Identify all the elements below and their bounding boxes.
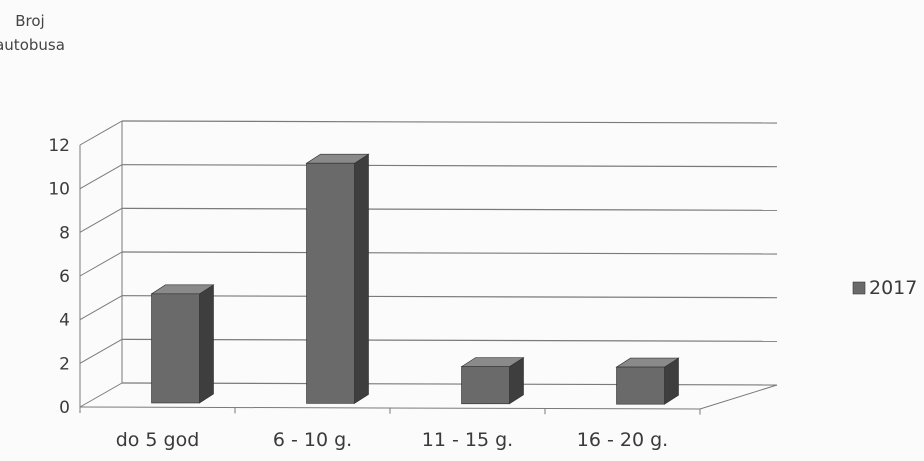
x-category-labels: do 5 god 6 - 10 g. 11 - 15 g. 16 - 20 g.: [116, 429, 669, 451]
bar: [460, 357, 525, 405]
legend: 2017: [852, 277, 917, 299]
y-axis-label-line-2: autobusa: [0, 36, 65, 54]
y-tick-label: 0: [59, 398, 70, 418]
side-gridline-6: [79, 251, 123, 277]
bars: [150, 153, 680, 405]
gridlines: [79, 120, 778, 408]
gridline-2: [121, 338, 778, 342]
y-tick-label: 2: [59, 354, 70, 374]
y-tick-label: 8: [59, 223, 70, 243]
side-gridline-2: [79, 338, 123, 364]
x-category-label: do 5 god: [116, 429, 200, 451]
bar: [615, 357, 680, 405]
x-category-label: 16 - 20 g.: [577, 429, 668, 451]
axes: [79, 121, 778, 415]
legend-item: 2017: [852, 277, 917, 299]
x-category-label: 6 - 10 g.: [273, 429, 352, 451]
y-axis-label-line-1: Broj: [15, 12, 44, 30]
gridline-10: [121, 164, 778, 168]
y-tick-label: 6: [59, 267, 70, 287]
y-tick-label: 12: [48, 136, 70, 156]
legend-label: 2017: [869, 277, 917, 299]
gridline-4: [121, 295, 778, 299]
gridline-6: [121, 251, 778, 255]
bar-front: [151, 293, 200, 404]
bar-front: [306, 162, 355, 404]
y-axis-label: Broj autobusa: [0, 12, 65, 54]
bar-front: [616, 366, 665, 405]
bar: [305, 153, 370, 404]
bar-side: [354, 153, 369, 404]
gridline-8: [121, 207, 778, 211]
bar-front: [461, 366, 510, 405]
x-category-label: 11 - 15 g.: [422, 429, 513, 451]
legend-swatch: [852, 281, 866, 295]
gridline-12: [121, 120, 778, 124]
bar-side: [199, 284, 214, 404]
side-gridline-8: [79, 207, 123, 233]
bar: [150, 284, 215, 404]
floor-right-edge: [699, 384, 778, 410]
y-tick-label: 4: [59, 311, 70, 331]
side-gridline-0: [79, 382, 123, 408]
side-gridline-10: [79, 164, 123, 190]
y-tick-labels: 0 2 4 6 8 10 12: [48, 136, 70, 418]
side-gridline-12: [79, 120, 123, 146]
side-gridline-4: [79, 295, 123, 321]
y-tick-label: 10: [48, 180, 70, 200]
